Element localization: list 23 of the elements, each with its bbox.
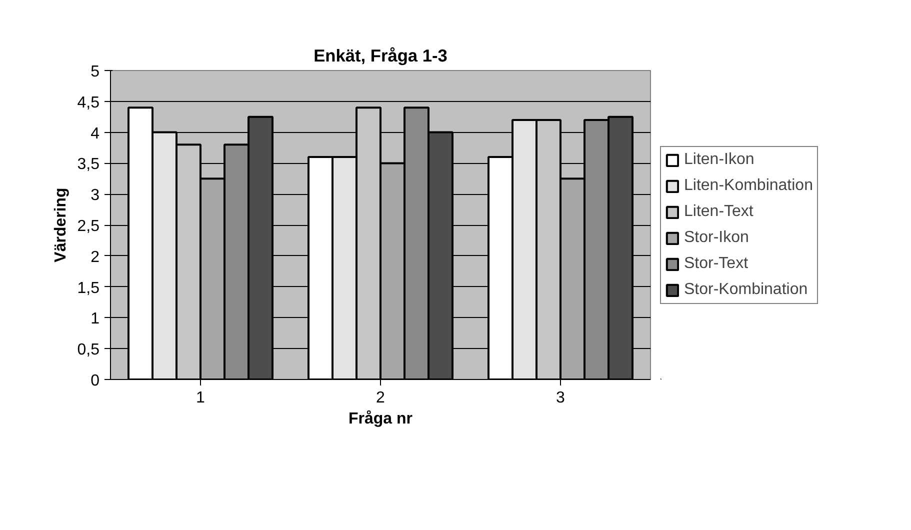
- y-tick-label: 3: [90, 187, 100, 204]
- y-tick-label: 4: [90, 125, 100, 142]
- x-tick-label: 2: [376, 390, 386, 406]
- y-axis-title: Värdering: [52, 188, 70, 262]
- chart-title: Enkät, Fråga 1-3: [314, 46, 448, 66]
- legend-label: Liten-Kombination: [684, 176, 813, 194]
- x-tick-label: 1: [196, 390, 206, 406]
- legend-label: Liten-Ikon: [684, 150, 754, 168]
- x-tick-label: 3: [556, 390, 566, 406]
- y-tick-label: 2: [90, 248, 100, 266]
- legend-label: Stor-Kombination: [684, 280, 808, 298]
- y-tick-label: 4,5: [77, 94, 100, 112]
- legend-label: Stor-Text: [684, 254, 748, 272]
- legend-label: Liten-Text: [684, 202, 754, 220]
- y-tick-label: 1: [90, 310, 100, 328]
- x-axis-title: Fråga nr: [348, 410, 413, 428]
- y-tick-label: 0,5: [77, 342, 100, 359]
- y-tick-label: 0: [90, 372, 100, 390]
- legend-label: Stor-Ikon: [684, 228, 749, 246]
- y-tick-label: 5: [90, 64, 100, 80]
- y-tick-label: 3,5: [77, 156, 100, 174]
- y-tick-label: 1,5: [77, 280, 100, 297]
- y-tick-label: 2,5: [77, 218, 100, 235]
